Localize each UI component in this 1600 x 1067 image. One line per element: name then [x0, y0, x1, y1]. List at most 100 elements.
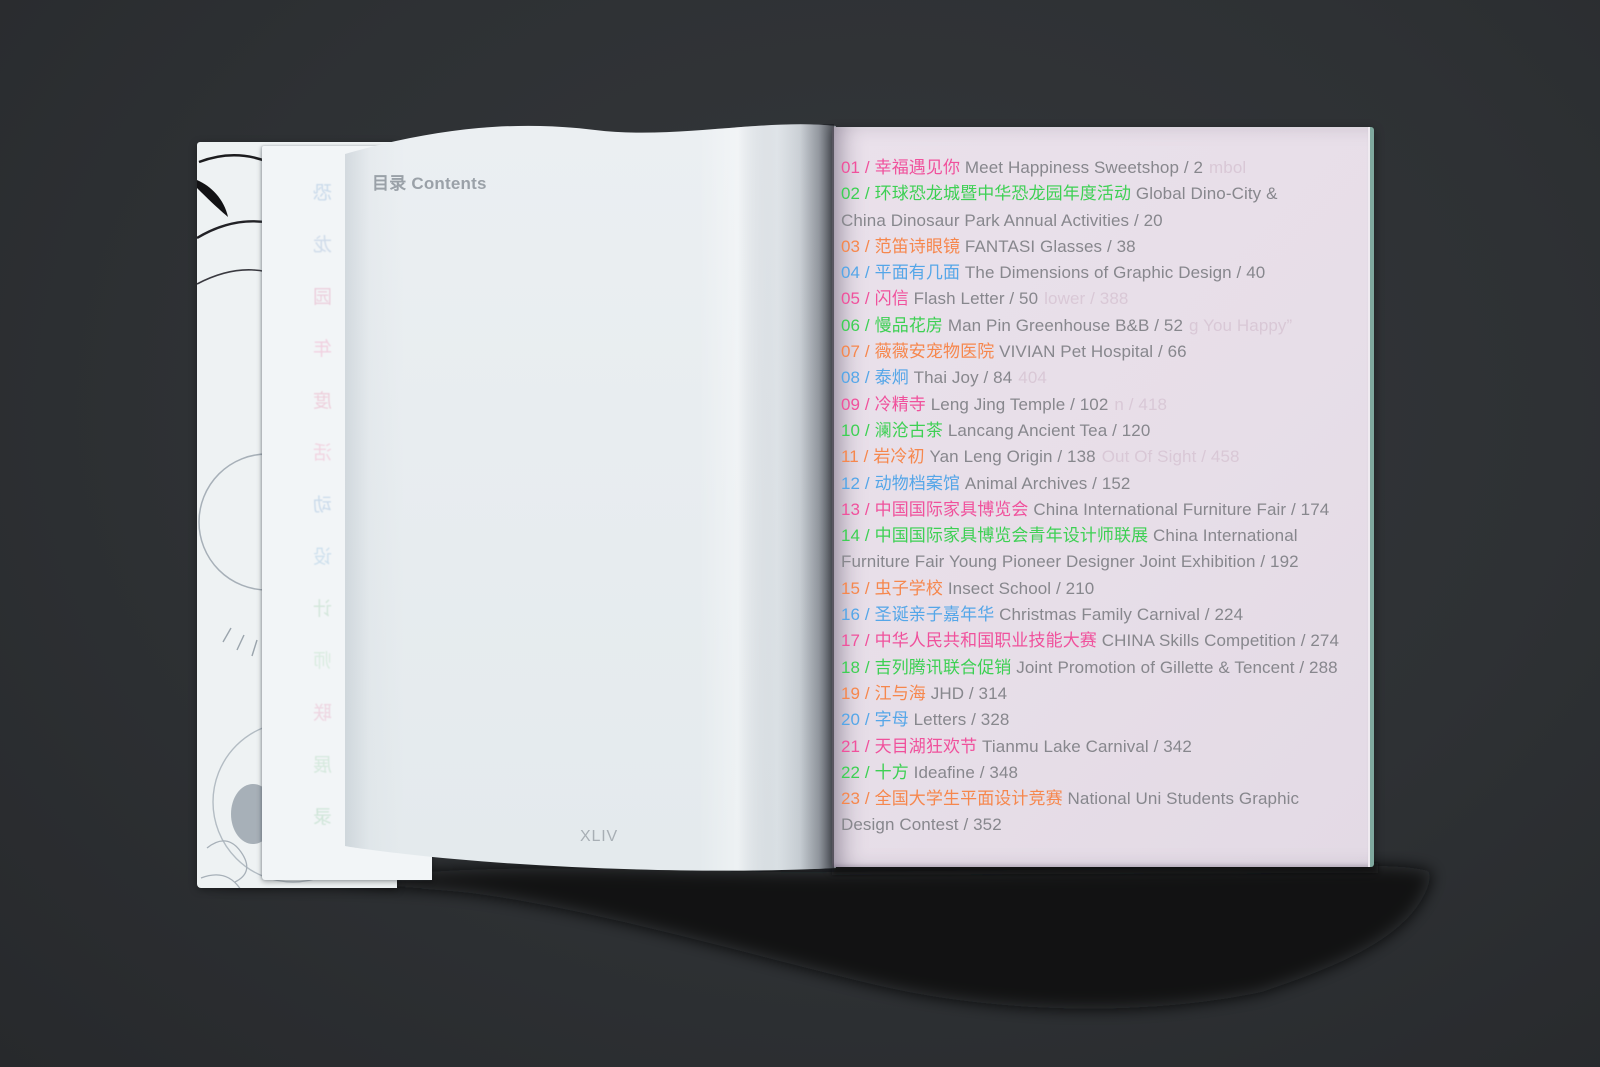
- entry-title-en: Insect School / 210: [947, 578, 1095, 598]
- toc-entry: 19 / 江与海 JHD / 314: [841, 681, 1362, 707]
- entry-title-en: Global Dino-City & China Dinosaur Park A…: [841, 184, 1278, 230]
- toc-entry: 06 / 慢品花房 Man Pin Greenhouse B&B / 52 g Y…: [841, 313, 1362, 339]
- entry-title-en: China International Furniture Fair / 174: [1033, 499, 1330, 519]
- toc-entry: 23 / 全国大学生平面设计竞赛 National Uni Students G…: [841, 786, 1362, 839]
- entry-title-zh: 岩冷初: [873, 447, 930, 467]
- showthrough-char: 园: [312, 287, 332, 308]
- entry-number: 01 /: [841, 158, 875, 177]
- entry-title-en: CHINA Skills Competition / 274: [1101, 631, 1340, 651]
- entry-number: 07 /: [841, 342, 875, 362]
- toc-entry: 13 / 中国国际家具博览会 China International Furni…: [841, 497, 1362, 523]
- entry-title-zh: 中国国际家具博览会: [874, 499, 1034, 519]
- entry-title-zh: 中华人民共和国职业技能大赛: [874, 631, 1102, 651]
- showthrough-char: 恐: [312, 183, 332, 204]
- entry-number: 16 /: [841, 605, 875, 625]
- entry-title-en: Man Pin Greenhouse B&B / 52: [947, 315, 1183, 335]
- entry-title-zh: 范笛诗眼镜: [874, 236, 965, 256]
- entry-number: 17 /: [841, 631, 875, 651]
- entry-title-zh: 吉列腾讯联合促销: [874, 657, 1017, 677]
- showthrough-char: 动: [312, 495, 332, 516]
- toc-list: 01 / 幸福遇见你 Meet Happiness Sweetshop / 2 m…: [841, 155, 1362, 839]
- entry-title-zh: 泰炯: [874, 368, 914, 388]
- showthrough-column: 恐龙园年度活动设计师联展录: [308, 183, 332, 828]
- entry-title-zh: 冷精寺: [874, 394, 931, 414]
- entry-title-zh: 全国大学生平面设计竞赛: [874, 789, 1068, 809]
- showthrough-char: 活: [312, 443, 332, 464]
- entry-title-zh: 虫子学校: [874, 578, 948, 598]
- entry-title-en: Tianmu Lake Carnival / 342: [982, 736, 1192, 756]
- entry-number: 11 /: [841, 447, 874, 467]
- showthrough-ghost-text: lower / 388: [1044, 289, 1129, 309]
- entry-number: 10 /: [841, 420, 875, 440]
- entry-title-en: China International Furniture Fair Young…: [841, 526, 1299, 572]
- entry-title-zh: 慢品花房: [874, 315, 948, 335]
- entry-number: 20 /: [841, 710, 875, 730]
- entry-title-en: Thai Joy / 84: [913, 368, 1013, 388]
- entry-title-zh: 澜沧古茶: [874, 420, 948, 440]
- entry-number: 05 /: [841, 289, 875, 309]
- contents-header-en: Contents: [411, 174, 487, 193]
- entry-number: 15 /: [841, 578, 875, 598]
- showthrough-char: 设: [312, 547, 332, 568]
- entry-number: 13 /: [841, 499, 875, 519]
- showthrough-ghost-text: Out Of Sight / 458: [1101, 447, 1240, 467]
- showthrough-char: 龙: [312, 235, 332, 256]
- entry-title-en: VIVIAN Pet Hospital / 66: [999, 342, 1187, 362]
- toc-entry: 21 / 天目湖狂欢节 Tianmu Lake Carnival / 342: [841, 734, 1362, 760]
- folio-roman-numeral: XLIV: [580, 828, 618, 845]
- entry-number: 12 /: [841, 473, 875, 493]
- toc-entry: 18 / 吉列腾讯联合促销 Joint Promotion of Gillett…: [841, 655, 1362, 681]
- entry-number: 03 /: [841, 236, 875, 256]
- toc-entry: 04 / 平面有几面 The Dimensions of Graphic Des…: [841, 260, 1362, 286]
- entry-title-en: Lancang Ancient Tea / 120: [947, 420, 1151, 440]
- right-page: 01 / 幸福遇见你 Meet Happiness Sweetshop / 2 m…: [832, 127, 1374, 867]
- showthrough-ghost-text: g You Happy”: [1189, 315, 1293, 335]
- entry-title-zh: 江与海: [874, 683, 931, 703]
- entry-title-en: Christmas Family Carnival / 224: [999, 605, 1244, 625]
- entry-title-zh: 十方: [874, 762, 914, 782]
- entry-title-zh: 环球恐龙城暨中华恐龙园年度活动: [874, 184, 1136, 204]
- entry-title-zh: 平面有几面: [874, 263, 965, 283]
- entry-number: 22 /: [841, 762, 875, 782]
- entry-number: 21 /: [841, 736, 875, 756]
- toc-entry: 22 / 十方 Ideafine / 348: [841, 760, 1362, 786]
- toc-entry: 15 / 虫子学校 Insect School / 210: [841, 576, 1362, 602]
- entry-title-en: The Dimensions of Graphic Design / 40: [964, 263, 1266, 283]
- showthrough-char: 计: [312, 599, 332, 620]
- entry-title-en: JHD / 314: [930, 683, 1008, 703]
- toc-entry: 05 / 闪信 Flash Letter / 50 lower / 388: [841, 286, 1362, 312]
- entry-title-zh: 字母: [874, 710, 914, 730]
- entry-number: 18 /: [841, 657, 875, 677]
- entry-number: 04 /: [841, 263, 875, 283]
- entry-number: 06 /: [841, 315, 875, 335]
- entry-title-zh: 薇薇安宠物医院: [874, 342, 1000, 362]
- entry-title-en: Leng Jing Temple / 102: [930, 394, 1109, 414]
- toc-entry: 02 / 环球恐龙城暨中华恐龙园年度活动 Global Dino-City & …: [841, 181, 1362, 234]
- showthrough-ghost-text: mbol: [1209, 158, 1247, 177]
- toc-entry: 07 / 薇薇安宠物医院 VIVIAN Pet Hospital / 66: [841, 339, 1362, 365]
- toc-entry: 11 / 岩冷初 Yan Leng Origin / 138 Out Of Sig…: [841, 444, 1362, 470]
- entry-title-zh: 圣诞亲子嘉年华: [874, 605, 1000, 625]
- entry-number: 23 /: [841, 789, 875, 809]
- contents-header-zh: 目录: [372, 174, 407, 193]
- toc-entry: 16 / 圣诞亲子嘉年华 Christmas Family Carnival /…: [841, 602, 1362, 628]
- contents-header: 目录 Contents: [372, 169, 487, 194]
- entry-title-en: National Uni Students Graphic Design Con…: [841, 789, 1300, 835]
- entry-number: 14 /: [841, 526, 875, 546]
- toc-entry: 20 / 字母 Letters / 328: [841, 707, 1362, 733]
- entry-number: 19 /: [841, 683, 875, 703]
- entry-title-en: Animal Archives / 152: [964, 473, 1131, 493]
- entry-title-zh: 闪信: [874, 289, 914, 309]
- entry-number: 02 /: [841, 184, 875, 204]
- toc-entry: 10 / 澜沧古茶 Lancang Ancient Tea / 120: [841, 418, 1362, 444]
- showthrough-ghost-text: n / 418: [1114, 394, 1168, 414]
- entry-title-zh: 中国国际家具博览会青年设计师联展: [874, 526, 1154, 546]
- entry-title-en: Joint Promotion of Gillette & Tencent / …: [1016, 657, 1338, 677]
- toc-entry: 17 / 中华人民共和国职业技能大赛 CHINA Skills Competit…: [841, 628, 1362, 654]
- entry-title-zh: 幸福遇见你: [874, 158, 965, 177]
- showthrough-char: 录: [312, 807, 332, 828]
- showthrough-ghost-text: 404: [1018, 368, 1047, 388]
- entry-title-en: Yan Leng Origin / 138: [929, 447, 1096, 467]
- showthrough-char: 师: [312, 651, 332, 672]
